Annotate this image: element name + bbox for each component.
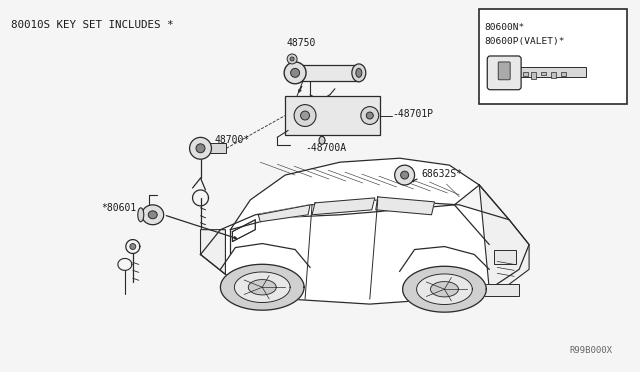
Polygon shape (200, 200, 529, 304)
Polygon shape (431, 282, 458, 297)
Text: 68632S*: 68632S* (422, 169, 463, 179)
Bar (299, 65, 359, 81)
Text: 80600P(VALET)*: 80600P(VALET)* (484, 36, 564, 46)
Bar (479, 284, 519, 296)
Polygon shape (479, 185, 529, 289)
Bar (494, 250, 516, 264)
Polygon shape (230, 158, 479, 230)
Bar (209, 143, 227, 153)
Ellipse shape (291, 68, 300, 77)
Ellipse shape (366, 112, 373, 119)
Ellipse shape (356, 68, 362, 77)
FancyBboxPatch shape (487, 56, 521, 90)
Bar (541, 72, 546, 75)
Bar (479, 9, 627, 104)
FancyBboxPatch shape (498, 62, 510, 80)
Text: 80010S KEY SET INCLUDES *: 80010S KEY SET INCLUDES * (12, 20, 174, 30)
Ellipse shape (148, 211, 157, 219)
Polygon shape (248, 280, 276, 295)
Ellipse shape (196, 144, 205, 153)
Text: 48700*: 48700* (214, 135, 250, 145)
Bar (285, 96, 380, 135)
Text: *80601: *80601 (101, 203, 136, 213)
Polygon shape (234, 272, 290, 302)
Bar (561, 72, 566, 76)
Ellipse shape (284, 62, 306, 84)
Circle shape (287, 54, 297, 64)
Ellipse shape (294, 105, 316, 126)
Polygon shape (403, 266, 486, 312)
Ellipse shape (361, 107, 379, 125)
Circle shape (290, 57, 294, 61)
Ellipse shape (142, 205, 164, 225)
Ellipse shape (138, 208, 144, 222)
Polygon shape (259, 205, 310, 222)
Polygon shape (312, 198, 375, 215)
Bar (551, 72, 556, 78)
Bar (531, 72, 536, 79)
Text: R99B000X: R99B000X (569, 346, 612, 355)
Ellipse shape (395, 165, 415, 185)
Ellipse shape (301, 111, 310, 120)
Bar (523, 72, 528, 76)
Text: -48701P: -48701P (393, 109, 434, 119)
Bar (518, 67, 586, 77)
Ellipse shape (319, 137, 325, 144)
Text: -48700A: -48700A (305, 143, 346, 153)
Text: 80600N*: 80600N* (484, 23, 525, 32)
Ellipse shape (352, 64, 366, 82)
Polygon shape (417, 274, 472, 305)
Ellipse shape (189, 137, 211, 159)
Polygon shape (200, 230, 225, 274)
Circle shape (130, 244, 136, 250)
Text: 48750: 48750 (286, 38, 316, 48)
Polygon shape (220, 264, 304, 310)
Ellipse shape (401, 171, 408, 179)
Polygon shape (376, 197, 435, 215)
